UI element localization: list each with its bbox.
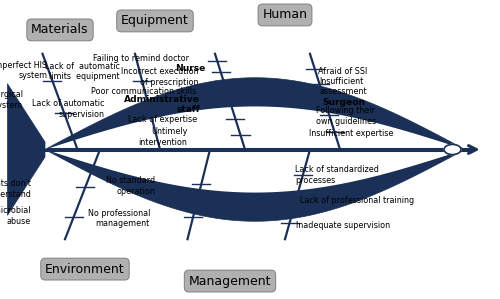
Polygon shape <box>45 106 470 193</box>
Text: Insufficient expertise: Insufficient expertise <box>309 129 394 138</box>
Text: Lack of  automatic
limits  equipment: Lack of automatic limits equipment <box>45 62 120 81</box>
Polygon shape <box>8 78 478 221</box>
Text: Insufficient
assessment: Insufficient assessment <box>319 77 366 96</box>
Text: Antimicrobial
abuse: Antimicrobial abuse <box>0 206 31 225</box>
Text: Lack of automatic
supervision: Lack of automatic supervision <box>32 100 105 119</box>
Text: Environment: Environment <box>45 263 125 276</box>
Text: Afraid of SSI: Afraid of SSI <box>318 67 367 76</box>
Text: Lack of professional training: Lack of professional training <box>300 196 414 205</box>
Text: Materials: Materials <box>31 23 89 36</box>
Text: Failing to remind doctor: Failing to remind doctor <box>93 54 189 63</box>
Text: Poor communication skills: Poor communication skills <box>91 87 196 96</box>
Text: Untimely
intervention: Untimely intervention <box>138 127 188 147</box>
Text: Nurse: Nurse <box>174 64 205 73</box>
Text: Lack of standardized
processes: Lack of standardized processes <box>295 165 379 184</box>
Text: Equipment: Equipment <box>121 14 189 28</box>
Text: Surgeon: Surgeon <box>322 98 366 107</box>
Text: No standard
operation: No standard operation <box>106 176 155 196</box>
Text: Lack of expertise: Lack of expertise <box>128 115 198 123</box>
Circle shape <box>444 144 461 155</box>
Text: Incorrect execution
of prescription: Incorrect execution of prescription <box>122 68 199 87</box>
Text: Human: Human <box>262 8 308 22</box>
Text: Imperfect HIS
system: Imperfect HIS system <box>0 61 48 80</box>
Text: No professional
management: No professional management <box>88 209 150 228</box>
Text: Following their
own guidelines: Following their own guidelines <box>316 106 376 126</box>
Text: Lack of surgical
anesthesia system: Lack of surgical anesthesia system <box>0 91 22 110</box>
Text: Patients don't
understand: Patients don't understand <box>0 179 31 199</box>
Text: Management: Management <box>189 274 271 288</box>
Text: Administrative
staff: Administrative staff <box>124 95 200 114</box>
Text: Inadequate supervision: Inadequate supervision <box>296 221 390 230</box>
